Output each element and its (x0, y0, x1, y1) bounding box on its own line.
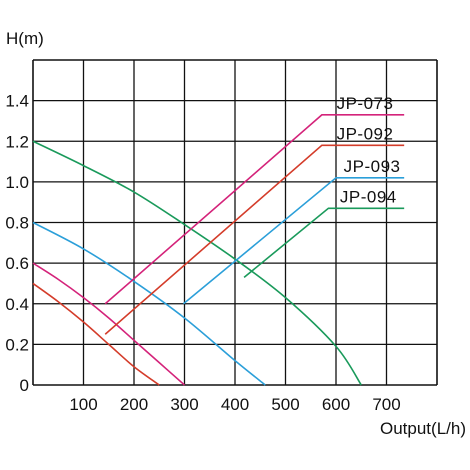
grid (32, 59, 438, 386)
y-tick-label: 0.8 (5, 214, 29, 233)
x-tick-label: 100 (69, 395, 97, 414)
x-tick-label: 400 (221, 395, 249, 414)
callout-line-jp-092 (104, 144, 405, 335)
series-line-jp-092 (32, 282, 160, 386)
series-line-jp-093 (32, 221, 266, 386)
legend-label-jp-093: JP-093 (344, 157, 401, 176)
y-tick-label: 0.2 (5, 335, 29, 354)
x-tick-label: 500 (271, 395, 299, 414)
series-line-jp-073 (32, 262, 186, 386)
series-curves (32, 140, 362, 386)
callout-line-jp-073 (104, 114, 405, 305)
y-tick-label: 0.6 (5, 254, 29, 273)
x-axis-title: Output(L/h) (380, 419, 466, 438)
axis-titles: H(m) Output(L/h) (6, 29, 466, 438)
legend-label-jp-094: JP-094 (340, 187, 397, 206)
x-tick-label: 700 (372, 395, 400, 414)
y-tick-label: 0 (20, 376, 29, 395)
tick-labels: 0 0.2 0.4 0.6 0.8 1.0 1.2 1.4 100 200 300 400 500 600… (5, 92, 400, 414)
callout-line-jp-094 (243, 207, 405, 278)
legend-label-jp-092: JP-092 (337, 124, 394, 143)
x-tick-label: 300 (170, 395, 198, 414)
y-axis-title: H(m) (6, 29, 44, 48)
legend-label-jp-073: JP-073 (337, 94, 394, 113)
y-tick-label: 1.2 (5, 132, 29, 151)
y-tick-label: 1.0 (5, 173, 29, 192)
y-tick-label: 0.4 (5, 295, 29, 314)
legend-callouts: JP-073 JP-092 JP-093 JP-094 (104, 94, 405, 335)
x-tick-label: 200 (120, 395, 148, 414)
series-line-jp-094 (32, 140, 362, 386)
y-tick-label: 1.4 (5, 92, 29, 111)
x-tick-label: 600 (322, 395, 350, 414)
callout-line-jp-093 (182, 177, 405, 305)
